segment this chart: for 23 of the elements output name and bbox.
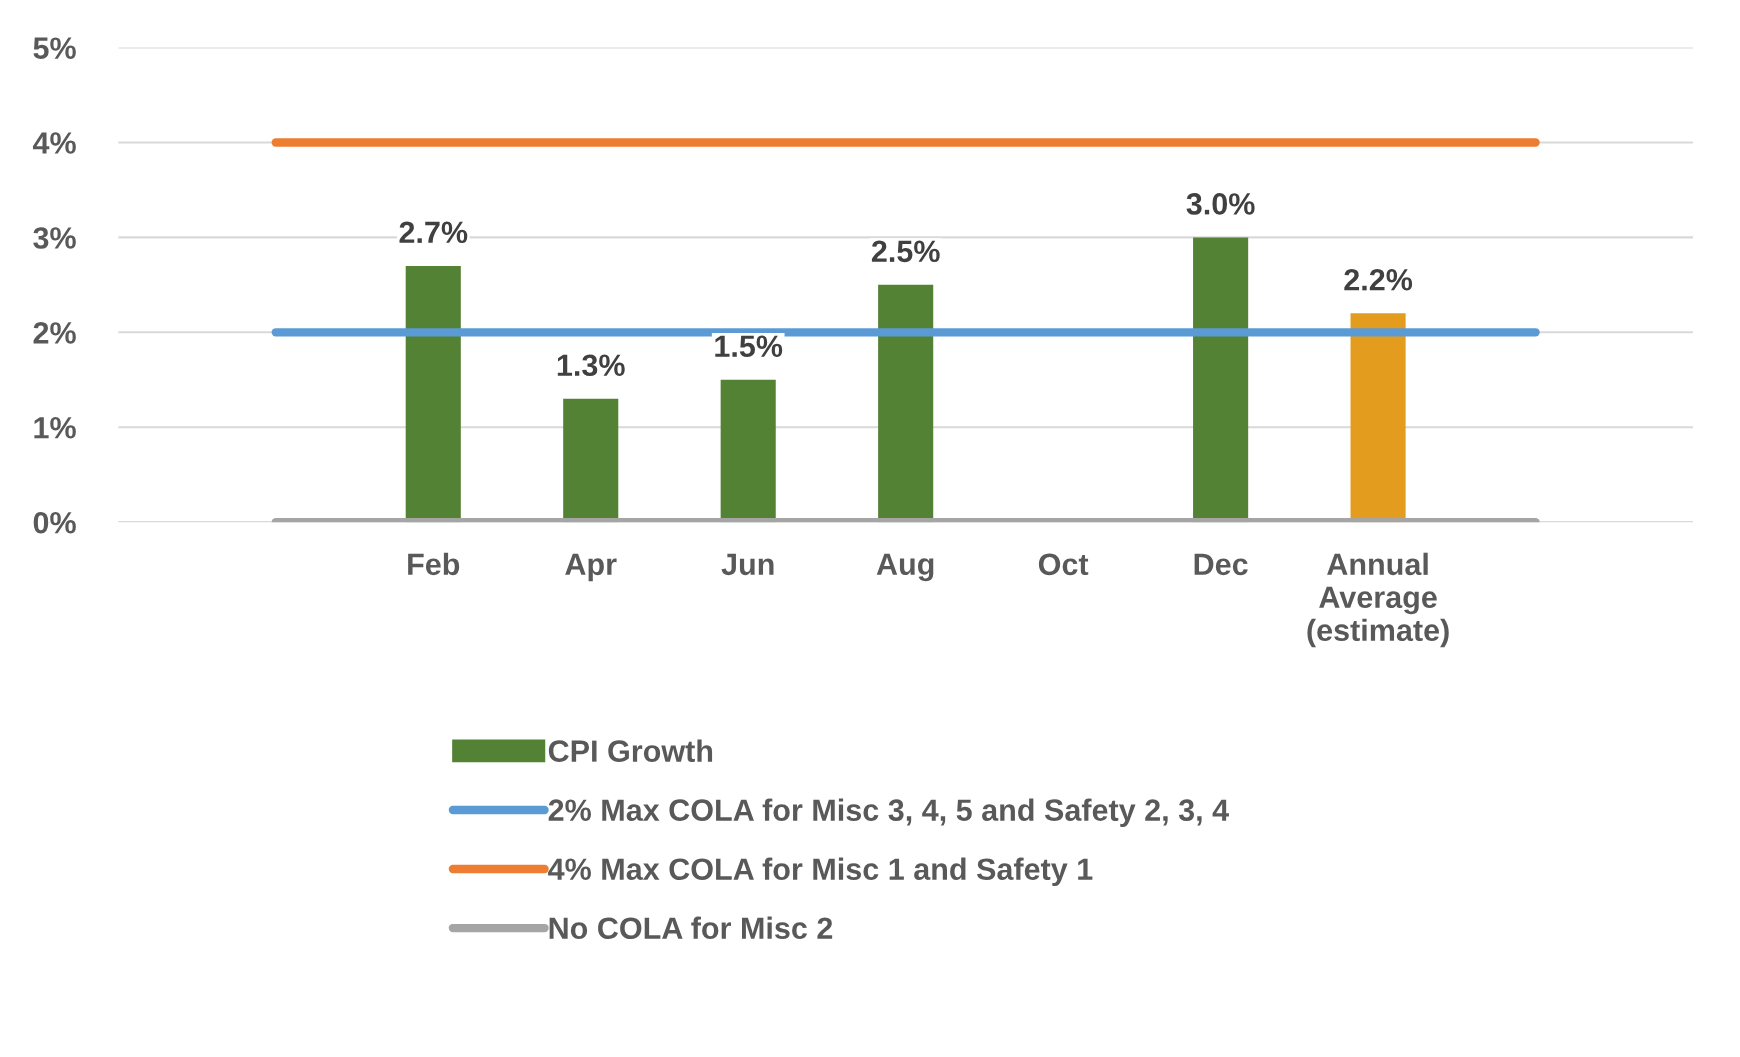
x-tick-label: Jun: [721, 553, 774, 576]
x-tick-label: Feb: [408, 552, 460, 576]
y-tick-label: 5%: [33, 37, 76, 59]
legend-label: 2% Max COLA for Misc 3, 4, 5 and Safety 2, 3, 4: [548, 798, 1229, 828]
data-label: 1.5%: [715, 335, 783, 358]
y-tick-label: 0%: [33, 511, 76, 534]
y-tick-label: 4%: [32, 132, 76, 154]
x-tick-label: Apr: [565, 553, 617, 582]
legend-label: CPI Growth: [548, 739, 713, 762]
data-label: 2.7%: [399, 221, 468, 244]
x-tick-label: Aug: [876, 553, 934, 582]
y-tick-label: 3%: [33, 227, 76, 249]
x-tick-label: Dec: [1194, 553, 1248, 576]
data-label: 3.0%: [1186, 193, 1255, 215]
data-label: 2.2%: [1344, 268, 1413, 291]
y-tick-label: 1%: [34, 417, 76, 439]
x-tick-label: Oct: [1038, 553, 1089, 576]
legend-label: No COLA for Misc 2: [549, 916, 833, 940]
y-tick-label: 2%: [33, 322, 76, 344]
data-label: 2.5%: [871, 240, 940, 263]
legend-label: 4% Max COLA for Misc 1 and Safety 1: [548, 857, 1093, 887]
data-label: 1.3%: [557, 354, 625, 377]
x-tick-label: Annual Average (estimate): [1307, 552, 1449, 648]
